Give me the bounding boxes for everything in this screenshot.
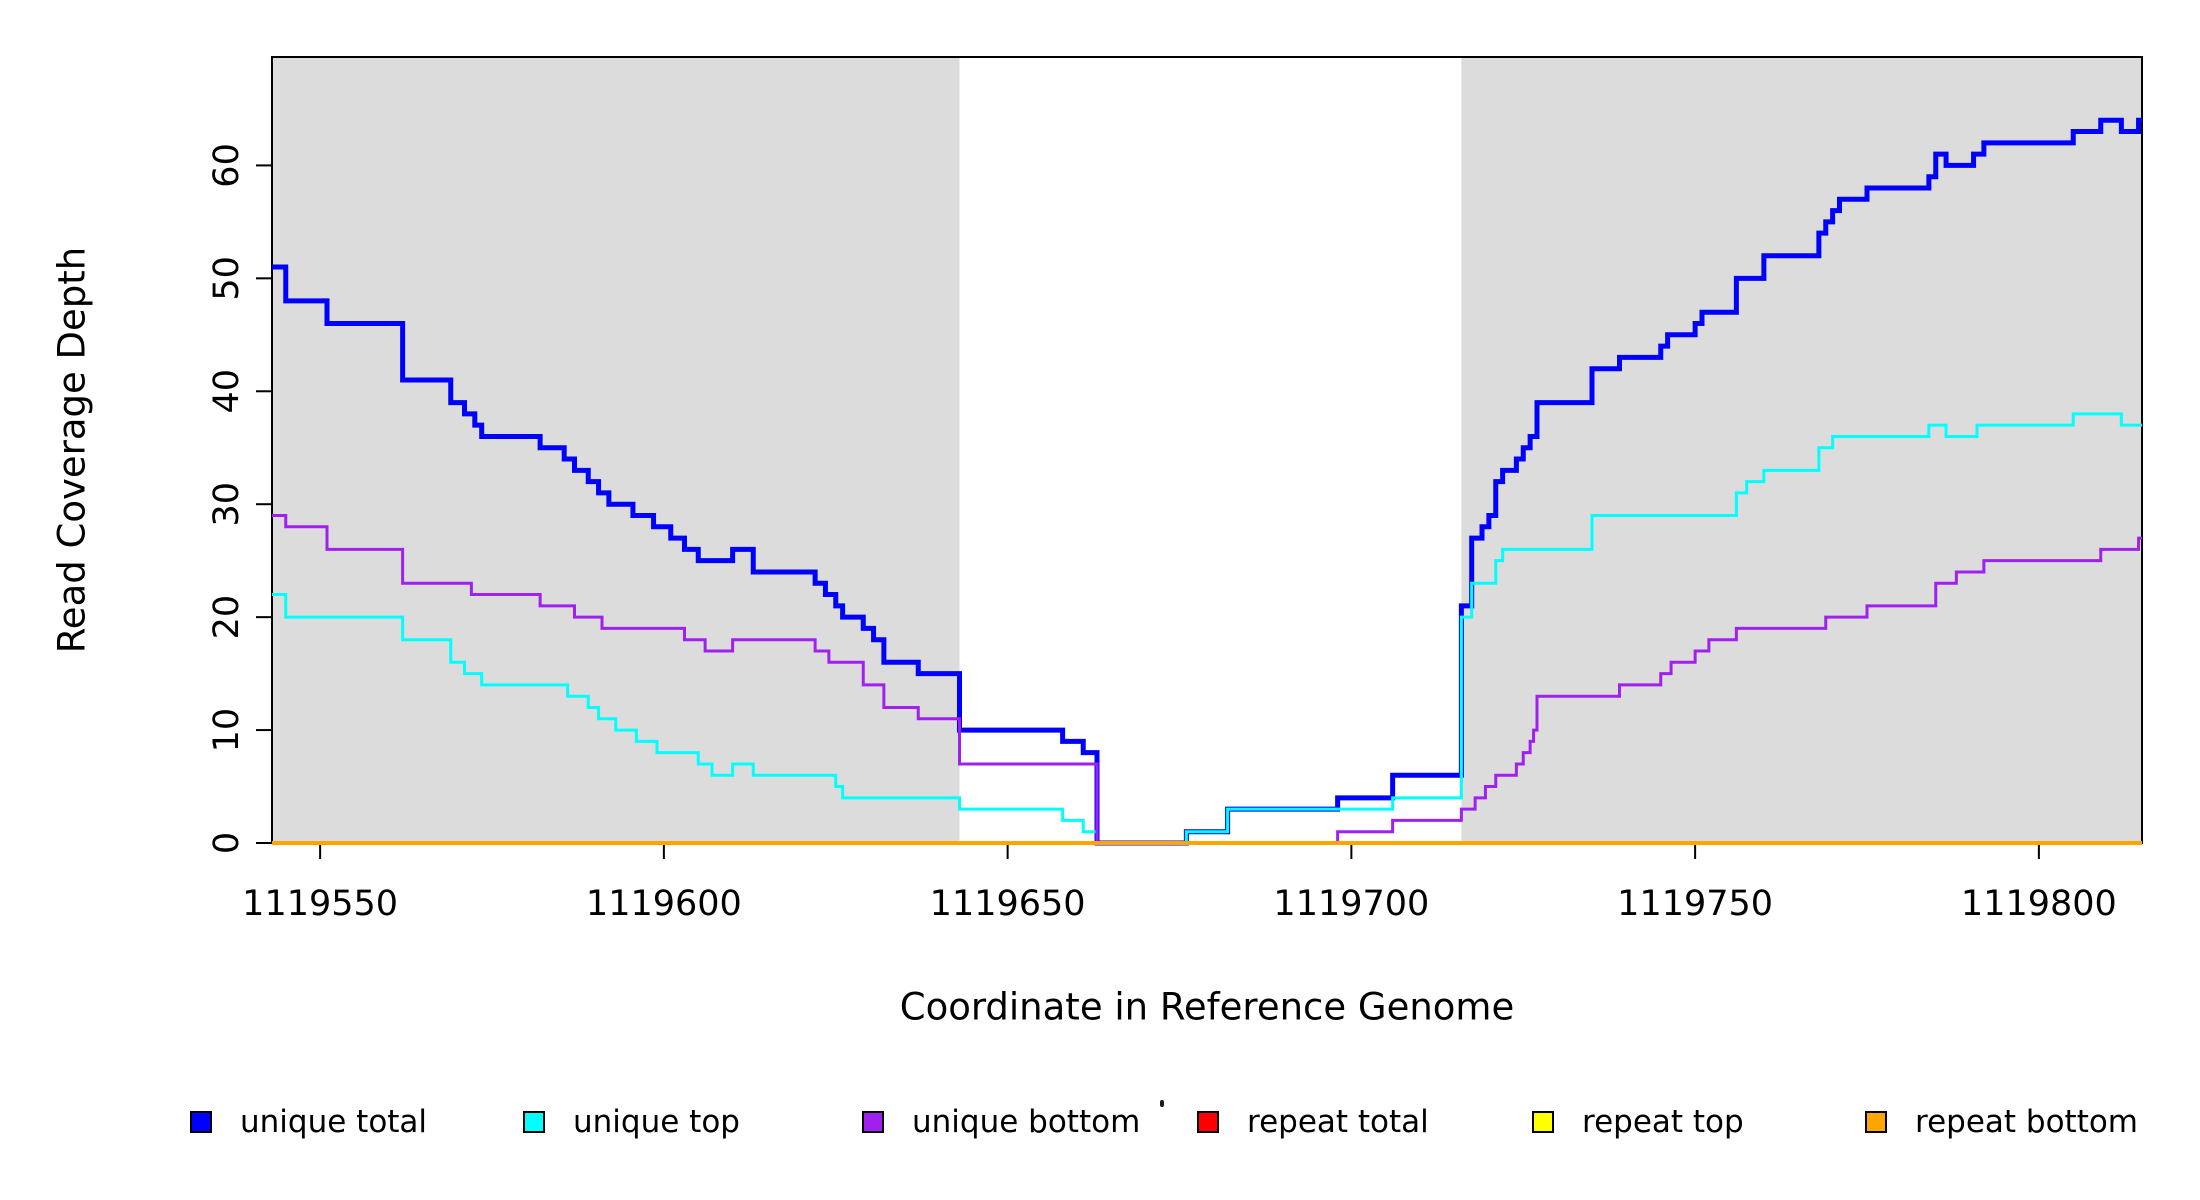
stray-dot xyxy=(1160,1100,1164,1107)
shaded-region-0 xyxy=(272,57,960,843)
series-unique-top xyxy=(272,412,2142,845)
x-axis-label: Coordinate in Reference Genome xyxy=(899,985,1515,1029)
x-tick-label: 1119650 xyxy=(930,884,1086,924)
x-tick-label: 1119700 xyxy=(1273,884,1429,924)
y-tick-label: 10 xyxy=(207,708,247,753)
x-tick-label: 1119600 xyxy=(586,884,742,924)
y-tick-label: 50 xyxy=(207,256,247,301)
x-tick-label: 1119750 xyxy=(1617,884,1773,924)
y-tick-label: 30 xyxy=(207,482,247,527)
y-tick-label: 20 xyxy=(207,595,247,640)
y-tick-label: 40 xyxy=(207,369,247,414)
y-tick-label: 60 xyxy=(207,143,247,188)
x-tick-label: 1119800 xyxy=(1961,884,2117,924)
y-axis-label: Read Coverage Depth xyxy=(50,246,94,654)
y-tick-label: 0 xyxy=(207,832,247,854)
shaded-region-1 xyxy=(1461,57,2142,843)
x-tick-label: 1119550 xyxy=(242,884,398,924)
series-unique-bottom xyxy=(272,514,2142,845)
